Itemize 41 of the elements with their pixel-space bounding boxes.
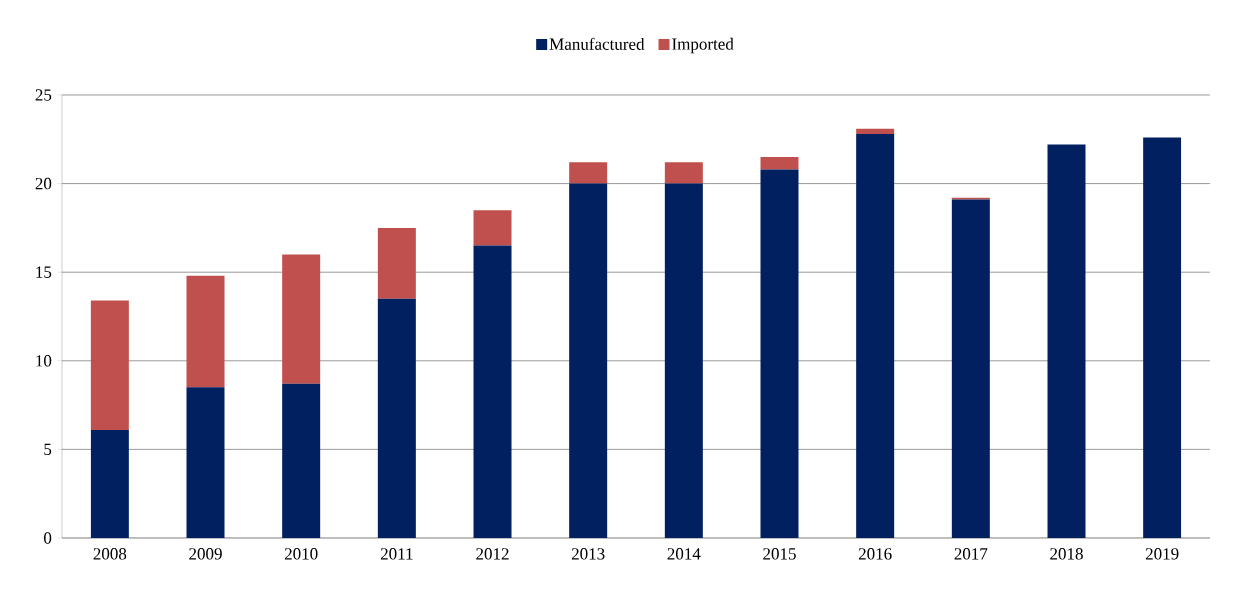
x-tick-label: 2017: [954, 548, 988, 560]
bar: [856, 133, 895, 538]
x-tick-label: 2009: [189, 548, 222, 560]
bar: [856, 128, 895, 134]
y-tick-label: 20: [35, 177, 52, 190]
bar: [473, 210, 512, 246]
bar: [377, 298, 416, 538]
y-tick-label: 25: [35, 89, 52, 101]
x-tick-label: 2014: [667, 548, 701, 560]
bar: [951, 199, 990, 538]
x-tick-label: 2012: [476, 548, 509, 560]
bar: [760, 157, 799, 170]
x-tick-label: 2011: [380, 548, 413, 560]
bar: [569, 183, 608, 538]
y-tick-label: 0: [44, 532, 52, 544]
bar: [186, 275, 225, 388]
bar: [90, 300, 129, 430]
y-tick-label: 10: [36, 355, 52, 367]
bar: [90, 429, 129, 538]
bar: [473, 245, 512, 538]
x-tick-label: 2018: [1050, 548, 1083, 560]
bar: [760, 169, 799, 538]
legend-label: Imported: [672, 37, 734, 54]
x-tick-label: 2016: [858, 548, 892, 560]
bar: [282, 254, 321, 384]
bar: [186, 387, 225, 538]
bar: [664, 183, 703, 538]
y-tick-label: 15: [36, 266, 52, 278]
x-tick-label: 2019: [1145, 548, 1179, 560]
bar: [569, 162, 608, 184]
x-tick-label: 2008: [93, 548, 127, 560]
y-tick-label: 5: [44, 443, 52, 456]
bar: [1143, 137, 1182, 538]
x-tick-label: 2013: [571, 548, 605, 560]
x-tick-label: 2015: [763, 548, 796, 560]
bar: [377, 227, 416, 299]
x-tick-label: 2010: [284, 548, 318, 560]
bar: [1047, 144, 1086, 538]
legend-label: Manufactured: [549, 37, 645, 50]
bar: [282, 383, 321, 538]
bar: [664, 162, 703, 184]
